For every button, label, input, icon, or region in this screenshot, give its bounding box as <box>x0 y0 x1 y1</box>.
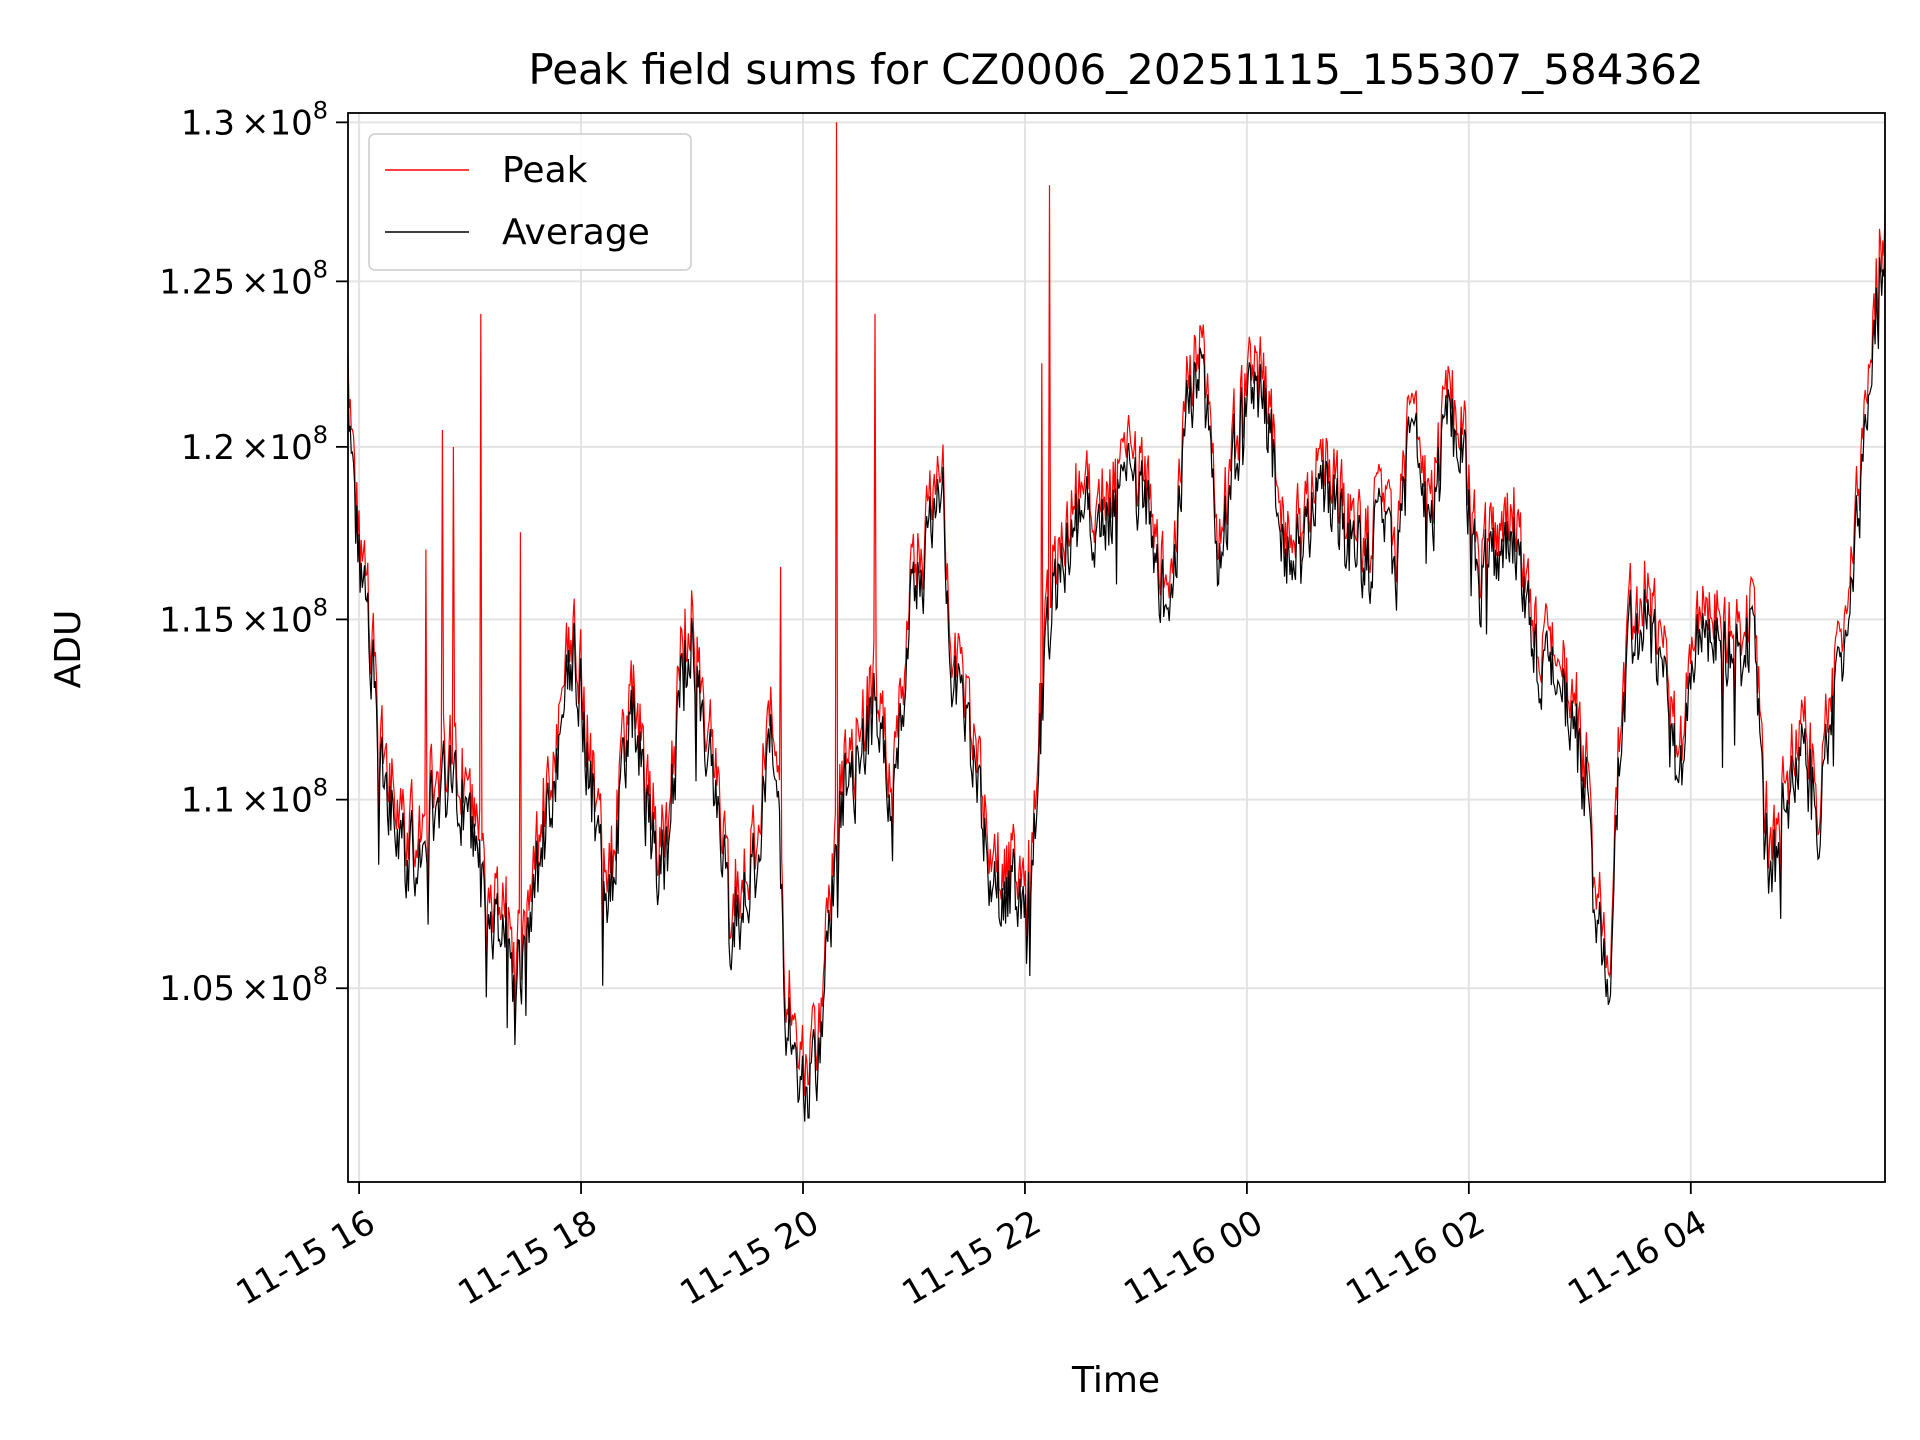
y-tick-mantissa: 1.1 <box>181 781 235 821</box>
y-tick-exponent: 8 <box>313 421 328 449</box>
average-series-line <box>348 237 1885 1122</box>
y-tick-times: ×10 <box>241 781 313 821</box>
y-tick-label: 1.25 ×108 <box>159 255 328 302</box>
y-tick-label: 1.1 ×108 <box>181 774 328 821</box>
y-tick-mantissa: 1.3 <box>181 103 235 143</box>
plot-background <box>348 113 1885 1182</box>
y-tick-mantissa: 1.05 <box>159 969 235 1009</box>
y-tick-times: ×10 <box>241 428 313 468</box>
y-tick-label: 1.05 ×108 <box>159 962 328 1009</box>
legend-box <box>368 133 692 271</box>
y-tick-exponent: 8 <box>313 255 328 283</box>
chart-title: Peak field sums for CZ0006_20251115_1553… <box>528 45 1703 94</box>
y-tick-times: ×10 <box>241 600 313 640</box>
y-tick-mantissa: 1.2 <box>181 428 235 468</box>
y-tick-exponent: 8 <box>313 593 328 621</box>
y-tick-times: ×10 <box>241 969 313 1009</box>
y-axis-label: ADU <box>48 610 89 689</box>
y-tick-label: 1.15 ×108 <box>159 593 328 640</box>
y-tick-times: ×10 <box>241 262 313 302</box>
x-axis-label: Time <box>1071 1360 1160 1401</box>
legend-peak-label: Peak <box>502 150 588 191</box>
y-tick-label: 1.2 ×108 <box>181 421 328 468</box>
y-tick-exponent: 8 <box>313 774 328 802</box>
legend-average-label: Average <box>502 212 650 253</box>
y-tick-mantissa: 1.15 <box>159 600 235 640</box>
y-tick-times: ×10 <box>241 103 313 143</box>
y-tick-label: 1.3 ×108 <box>181 96 328 143</box>
y-tick-mantissa: 1.25 <box>159 262 235 302</box>
y-tick-exponent: 8 <box>313 962 328 990</box>
legend: Peak Average <box>368 133 692 271</box>
plot-frame <box>347 112 1886 1183</box>
y-tick-exponent: 8 <box>313 96 328 124</box>
